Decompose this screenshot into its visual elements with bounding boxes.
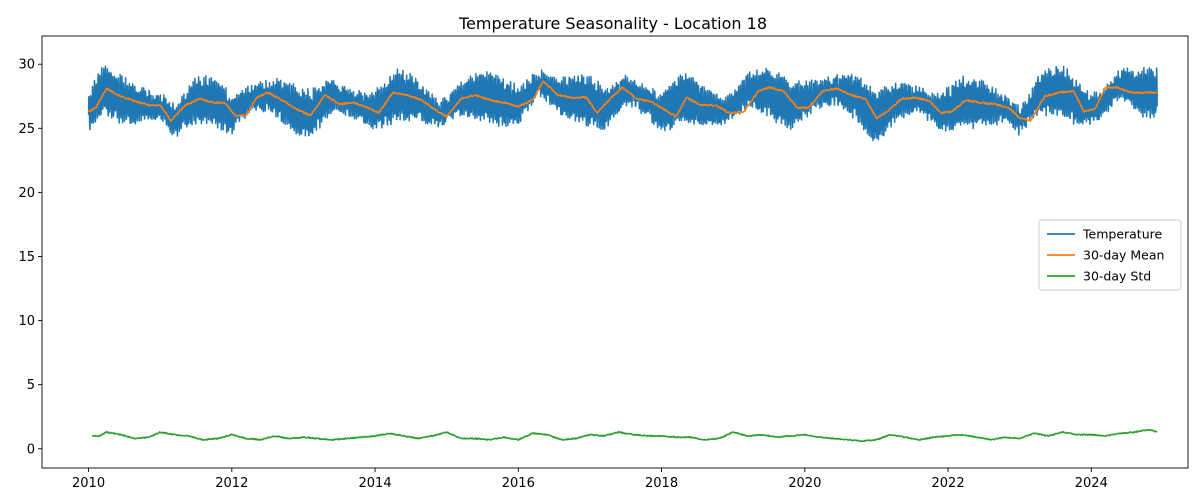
- y-tick-label: 15: [18, 250, 35, 265]
- series-temperature-line: [87, 65, 1158, 142]
- legend-box: [1038, 219, 1182, 291]
- y-axis: 0 5 10 15 20 25 30: [18, 58, 42, 457]
- y-tick-label: 10: [18, 314, 35, 329]
- legend-label: 30-day Mean: [1083, 248, 1164, 263]
- x-tick-label: 2018: [645, 476, 678, 491]
- series-layer: [87, 65, 1158, 443]
- legend: Temperature 30-day Mean 30-day Std: [1038, 219, 1182, 291]
- y-tick-label: 0: [27, 442, 35, 457]
- y-tick-label: 25: [18, 122, 35, 137]
- x-tick-label: 2016: [502, 476, 535, 491]
- x-tick-label: 2024: [1075, 476, 1108, 491]
- legend-30-day-mean: 30-day Mean: [1047, 248, 1164, 263]
- legend-label: 30-day Std: [1083, 269, 1151, 284]
- y-tick-label: 30: [18, 58, 35, 73]
- y-tick-label: 5: [27, 378, 35, 393]
- legend-label: Temperature: [1082, 227, 1162, 242]
- chart-title: Temperature Seasonality - Location 18: [458, 14, 767, 33]
- x-tick-label: 2014: [359, 476, 392, 491]
- legend-30-day-std: 30-day Std: [1047, 269, 1151, 284]
- x-tick-label: 2020: [788, 476, 821, 491]
- x-tick-label: 2010: [72, 476, 105, 491]
- legend-temperature: Temperature: [1047, 227, 1162, 242]
- series-30-day-std-line: [91, 428, 1158, 443]
- x-tick-label: 2012: [215, 476, 248, 491]
- x-tick-label: 2022: [932, 476, 965, 491]
- plot-frame: [41, 35, 1189, 469]
- plot-area: [87, 65, 1158, 443]
- x-axis: 2010 2012 2014 2016 2018 2020 2022 2024: [72, 468, 1108, 491]
- series-30-day-mean-line: [87, 80, 1158, 123]
- y-tick-label: 20: [18, 186, 35, 201]
